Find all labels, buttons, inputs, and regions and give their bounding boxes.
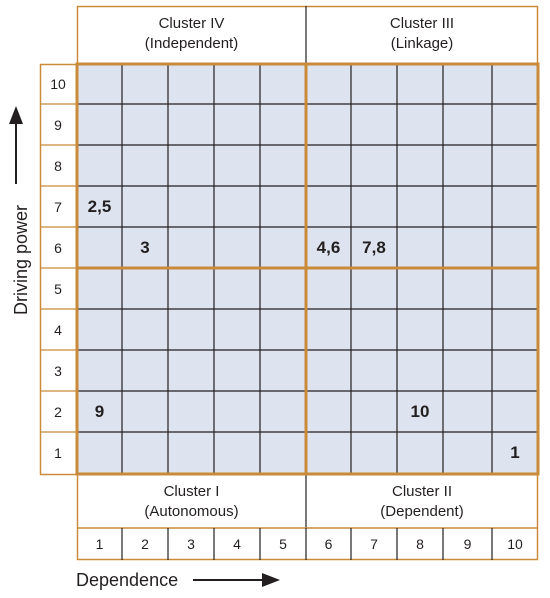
cluster-i-header: Cluster I (Autonomous) (77, 476, 306, 528)
cell-value: 3 (140, 237, 150, 257)
cluster-ii-header: Cluster II (Dependent) (306, 476, 538, 528)
y-tick: 5 (54, 280, 62, 297)
cluster-iv-name: Cluster IV (158, 15, 225, 32)
cluster-ii-desc: (Dependent) (380, 503, 464, 520)
cluster-iii-desc: (Linkage) (390, 35, 454, 52)
y-tick: 10 (50, 76, 66, 92)
x-tick: 7 (370, 536, 378, 552)
y-tick: 4 (54, 321, 62, 338)
y-tick: 8 (54, 157, 62, 174)
cluster-i-desc: (Autonomous) (144, 503, 239, 520)
cell-value: 7,8 (362, 237, 386, 257)
cell-value: 1 (510, 443, 520, 462)
cell-value: 10 (410, 401, 430, 421)
x-tick: 8 (416, 536, 424, 552)
cluster-ii-name: Cluster II (391, 483, 452, 500)
cluster-iv-desc: (Independent) (144, 35, 239, 52)
y-tick: 1 (54, 445, 62, 461)
y-axis-title: Driving power (11, 204, 31, 316)
x-tick: 6 (324, 536, 333, 552)
x-axis-arrow-head (262, 573, 280, 587)
cell-value: 2,5 (87, 196, 112, 216)
y-tick: 7 (54, 198, 62, 215)
x-tick: 1 (95, 536, 104, 552)
cluster-iii-header: Cluster III (Linkage) (306, 6, 538, 62)
x-tick: 2 (141, 536, 149, 552)
x-tick: 5 (279, 536, 287, 552)
y-tick: 6 (54, 239, 62, 256)
y-tick: 3 (54, 362, 62, 379)
cluster-iv-header: Cluster IV (Independent) (77, 6, 306, 62)
cell-value: 4,6 (316, 237, 341, 257)
y-tick: 2 (54, 403, 62, 420)
cluster-i-name: Cluster I (163, 483, 220, 500)
cell-value: 9 (94, 401, 105, 421)
cluster-iii-name: Cluster III (389, 15, 455, 32)
y-tick: 9 (54, 116, 62, 133)
y-axis-arrow-head (9, 106, 23, 124)
x-tick: 9 (463, 536, 472, 552)
x-axis-title: Dependence (76, 570, 179, 590)
x-tick: 10 (507, 536, 523, 552)
x-tick: 4 (233, 536, 241, 552)
x-tick: 3 (187, 536, 195, 552)
